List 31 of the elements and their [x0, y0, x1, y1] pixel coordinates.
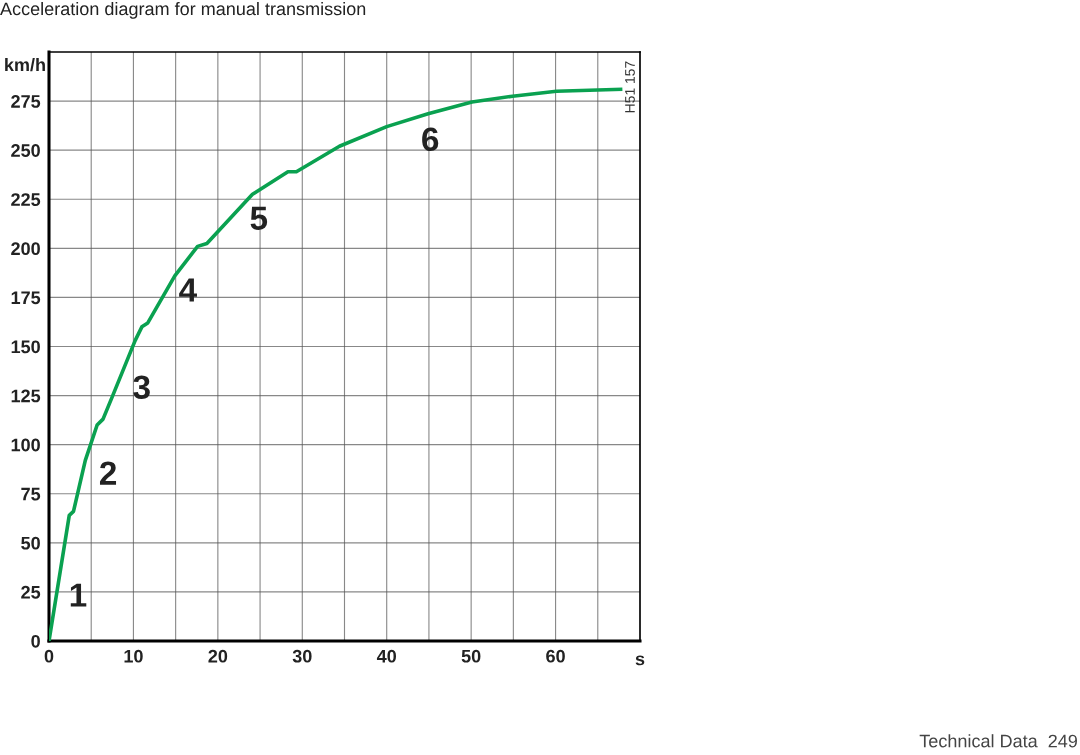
x-tick-label: 10: [124, 649, 143, 663]
y-tick-label: 125: [11, 389, 41, 403]
annotation: 3: [133, 375, 150, 400]
x-tick-label: 0: [44, 649, 54, 663]
annotation: 1: [70, 583, 87, 607]
annotation: 6: [422, 127, 439, 152]
x-tick-label: 60: [546, 649, 565, 663]
x-tick-label: 40: [376, 649, 397, 663]
x-tick-label: 30: [292, 649, 312, 663]
annotation: 5: [250, 206, 268, 230]
chart-title: Acceleration diagram for manual transmission: [0, 2, 366, 19]
y-axis-title: km/h: [5, 57, 45, 72]
x-axis-title: s: [635, 655, 645, 666]
x-tick-label: 20: [208, 649, 228, 663]
annotation: 4: [179, 278, 197, 302]
y-tick-label: 150: [11, 340, 40, 354]
y-tick-label: 225: [11, 193, 41, 206]
line-series: [49, 87, 623, 641]
y-tick-label: 100: [11, 438, 40, 452]
annotation: 2: [99, 461, 117, 485]
x-tick-label: 50: [461, 649, 481, 663]
y-tick-label: 25: [21, 585, 41, 599]
y-tick-label: 275: [11, 95, 41, 108]
y-tick-label: 75: [21, 487, 41, 501]
text: Technical Data 249: [919, 734, 1077, 748]
annotation: H51 157: [625, 61, 635, 113]
y-tick-label: 0: [31, 634, 40, 648]
y-tick-label: 250: [11, 144, 40, 157]
y-tick-label: 50: [21, 536, 40, 550]
y-tick-label: 200: [11, 242, 40, 256]
y-tick-label: 175: [11, 291, 41, 305]
